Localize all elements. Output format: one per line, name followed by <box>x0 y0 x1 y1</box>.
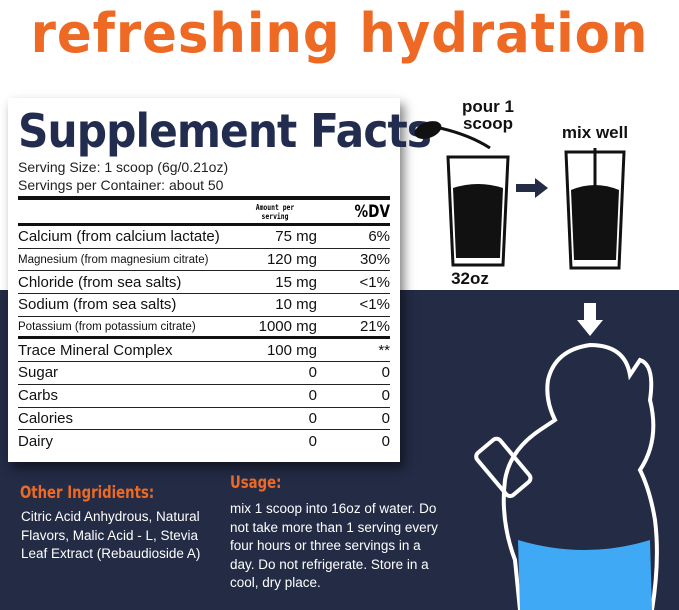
nutrient-dv: 0 <box>381 409 390 427</box>
glass-mix-icon <box>564 148 626 270</box>
nutrient-name: Sugar <box>18 364 59 382</box>
table-row: Magnesium (from magnesium citrate) 120 mg… <box>18 249 390 272</box>
nutrient-name: Chloride (from sea salts) <box>18 273 182 291</box>
spoon-icon <box>414 121 491 150</box>
nutrient-name: Potassium (from potassium citrate) <box>18 320 196 333</box>
arrow-right-icon <box>516 178 548 198</box>
nutrient-amount: 15 mg <box>275 273 317 291</box>
size-label: 32oz <box>451 269 489 288</box>
nutrient-dv: <1% <box>359 296 390 314</box>
nutrient-dv: 6% <box>368 228 390 246</box>
table-row: Calcium (from calcium lactate) 75 mg 6% <box>18 226 390 249</box>
nutrient-dv: 0 <box>381 387 390 405</box>
supplement-facts-panel: Supplement Facts Serving Size: 1 scoop (… <box>8 98 432 462</box>
nutrient-dv: <1% <box>359 273 390 291</box>
nutrient-dv: 0 <box>381 364 390 382</box>
nutrient-amount: 120 mg <box>266 251 317 269</box>
table-row: Calories 0 0 <box>18 408 390 431</box>
nutrient-name: Calories <box>18 409 74 427</box>
nutrient-amount: 0 <box>308 433 317 451</box>
table-row: Chloride (from sea salts) 15 mg <1% <box>18 271 390 295</box>
mix-label: mix well <box>561 123 629 142</box>
arrow-down-icon <box>577 303 603 336</box>
nutrient-name: Trace Mineral Complex <box>18 341 173 359</box>
nutrient-amount: 0 <box>308 409 317 427</box>
table-row: Carbs 0 0 <box>18 385 390 408</box>
nutrient-dv: 0 <box>381 433 390 451</box>
nutrient-amount: 0 <box>308 364 317 382</box>
glass-full-icon <box>446 155 510 267</box>
serving-size: Serving Size: 1 scoop (6g/0.21oz) <box>18 159 229 175</box>
nutrient-dv: 30% <box>359 251 390 269</box>
col-amount: Amount per serving <box>255 202 295 221</box>
table-row: Sugar 0 0 <box>18 362 390 385</box>
nutrient-name: Sodium (from sea salts) <box>18 296 177 314</box>
table-row: Sodium (from sea salts) 10 mg <1% <box>18 294 390 317</box>
nutrient-amount: 0 <box>308 387 317 405</box>
nutrient-dv: ** <box>378 341 390 359</box>
table-row: Potassium (from potassium citrate) 1000 m… <box>18 317 390 340</box>
nutrient-amount: 10 mg <box>275 296 317 314</box>
headline: refreshing hydration <box>30 2 649 65</box>
servings-per-container: Servings per Container: about 50 <box>18 177 224 193</box>
nutrient-dv: 21% <box>359 318 390 336</box>
divider <box>18 196 390 200</box>
nutrient-name: Carbs <box>18 387 59 405</box>
nutrient-name: Dairy <box>18 433 54 451</box>
other-ingredients-text: Citric Acid Anhydrous, Natural Flavors, … <box>21 509 201 561</box>
nutrient-amount: 75 mg <box>275 228 317 246</box>
pour-label: pour 1 scoop <box>462 97 514 133</box>
usage-title: Usage: <box>230 473 282 493</box>
table-header: Amount per serving %DV <box>18 200 390 226</box>
other-ingredients-title: Other Ingridients: <box>20 483 155 503</box>
table-row: Dairy 0 0 <box>18 430 390 453</box>
table-row: Trace Mineral Complex 100 mg ** <box>18 339 390 363</box>
nutrient-name: Magnesium (from magnesium citrate) <box>18 253 209 266</box>
nutrient-amount: 100 mg <box>266 341 317 359</box>
usage-text: mix 1 scoop into 16oz of water. Do not t… <box>230 501 438 590</box>
nutrient-name: Calcium (from calcium lactate) <box>18 228 220 246</box>
nutrient-amount: 1000 mg <box>258 318 317 336</box>
woman-drinking-icon <box>474 342 659 610</box>
col-dv: %DV <box>354 201 390 222</box>
